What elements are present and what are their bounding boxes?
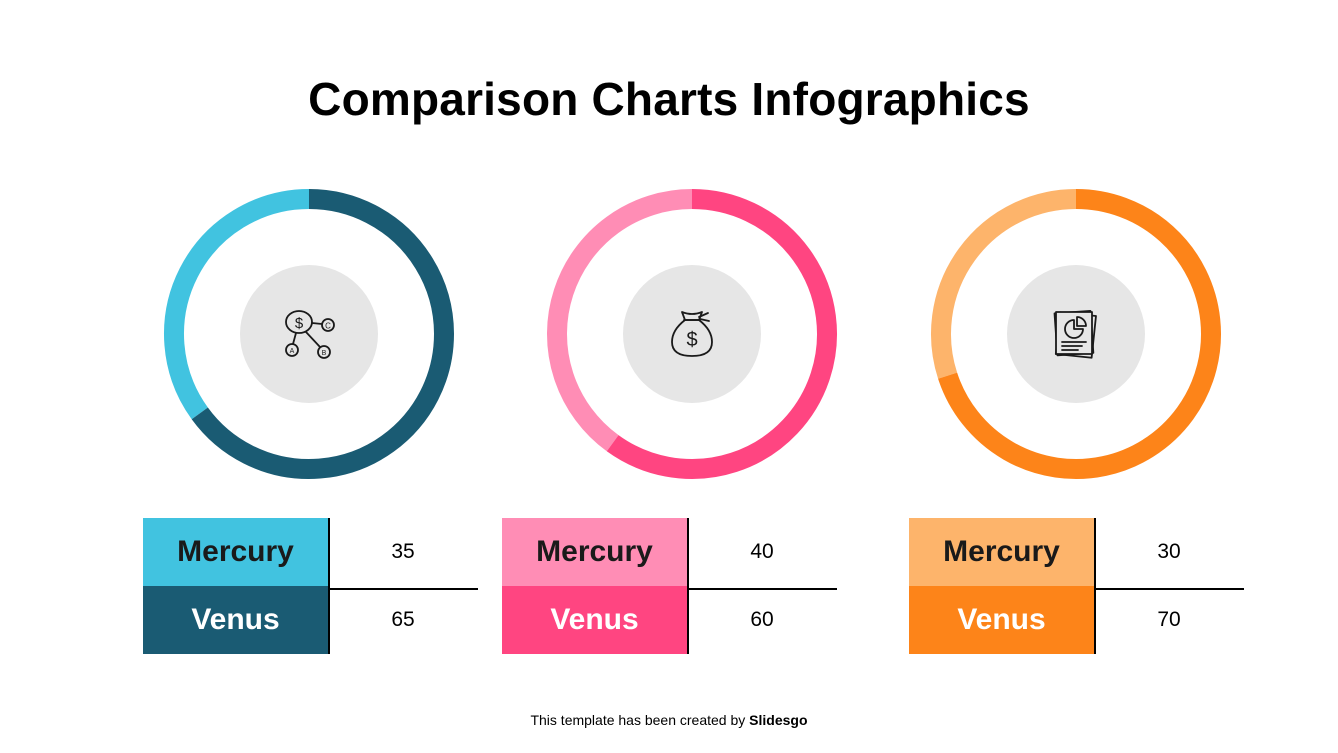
arc-mercury bbox=[164, 189, 310, 420]
documents-chart-icon bbox=[1053, 310, 1097, 359]
donut-svg-1: $ C A B bbox=[164, 189, 454, 479]
donut-chart-3 bbox=[930, 188, 1222, 480]
arc-venus bbox=[191, 189, 454, 479]
footer-credit: This template has been created by Slides… bbox=[0, 712, 1338, 728]
table-divider-horizontal bbox=[1094, 588, 1244, 590]
money-network-icon: $ C A B bbox=[285, 310, 335, 359]
value-mercury: 30 bbox=[1157, 540, 1181, 563]
value-venus: 70 bbox=[1157, 608, 1181, 631]
footer-brand-link[interactable]: Slidesgo bbox=[749, 712, 808, 728]
svg-text:$: $ bbox=[295, 315, 304, 332]
svg-text:C: C bbox=[325, 322, 331, 331]
arc-mercury bbox=[931, 189, 1077, 379]
data-table-2: Mercury Venus 40 60 bbox=[502, 518, 837, 654]
arc-venus bbox=[938, 189, 1221, 479]
donut-svg-3 bbox=[931, 189, 1221, 479]
donut-chart-1: $ C A B bbox=[163, 188, 455, 480]
donut-svg-2: $ bbox=[547, 189, 837, 479]
money-bag-icon: $ bbox=[671, 311, 713, 357]
page-title: Comparison Charts Infographics bbox=[308, 73, 1030, 125]
legend-venus: Venus bbox=[502, 586, 687, 654]
table-divider-vertical bbox=[328, 518, 330, 654]
legend-venus: Venus bbox=[143, 586, 328, 654]
value-mercury: 35 bbox=[391, 540, 415, 563]
data-table-3: Mercury Venus 30 70 bbox=[909, 518, 1244, 654]
table-divider-vertical bbox=[687, 518, 689, 654]
legend-venus: Venus bbox=[909, 586, 1094, 654]
legend-mercury: Mercury bbox=[143, 518, 328, 586]
svg-text:A: A bbox=[290, 348, 295, 355]
svg-text:$: $ bbox=[686, 329, 697, 351]
data-table-1: Mercury Venus 35 65 bbox=[143, 518, 478, 654]
table-divider-horizontal bbox=[328, 588, 478, 590]
icon-background bbox=[623, 265, 761, 403]
legend-mercury: Mercury bbox=[909, 518, 1094, 586]
arc-mercury bbox=[547, 189, 693, 452]
svg-text:B: B bbox=[322, 350, 327, 357]
footer-text: This template has been created by bbox=[530, 712, 746, 728]
arc-venus bbox=[606, 189, 837, 479]
value-venus: 65 bbox=[391, 608, 415, 631]
donut-chart-2: $ bbox=[546, 188, 838, 480]
value-mercury: 40 bbox=[750, 540, 774, 563]
table-divider-horizontal bbox=[687, 588, 837, 590]
legend-mercury: Mercury bbox=[502, 518, 687, 586]
table-divider-vertical bbox=[1094, 518, 1096, 654]
value-venus: 60 bbox=[750, 608, 774, 631]
